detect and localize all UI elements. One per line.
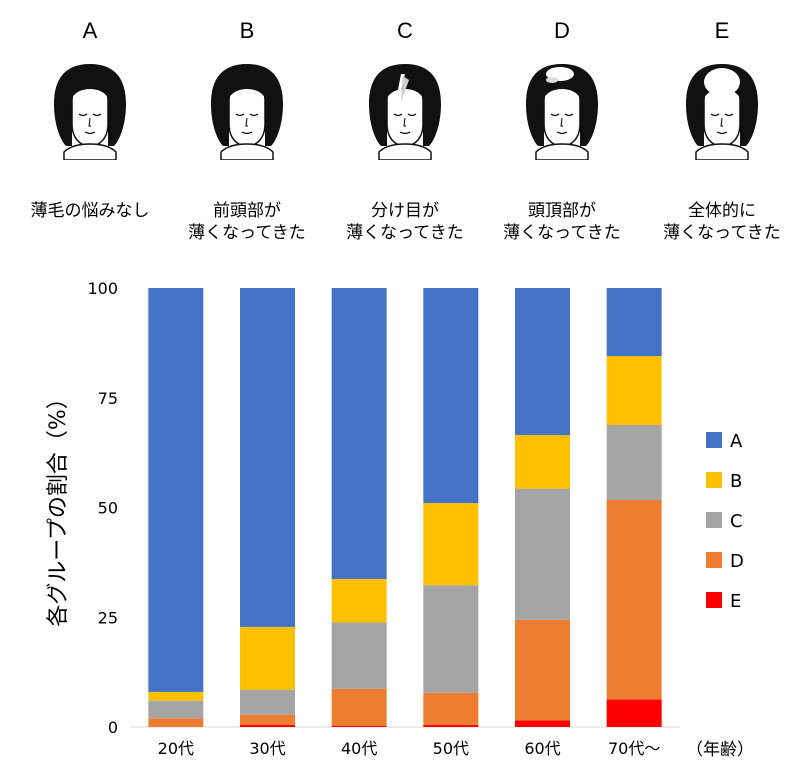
group-letter: D (554, 18, 570, 43)
bar-segment-d (240, 714, 295, 725)
group-caption: 全体的に 薄くなってきた (647, 200, 797, 244)
legend-label: E (730, 591, 741, 612)
caption-line: 薄毛の悩みなし (30, 201, 150, 221)
group-caption: 前頭部が 薄くなってきた (172, 200, 322, 244)
caption-line: 前頭部が (213, 201, 281, 221)
group-letter: A (82, 18, 98, 43)
x-tick-label: 60代 (524, 739, 560, 758)
bar-segment-a (606, 288, 662, 357)
caption-line: 全体的に (688, 201, 756, 221)
bar-segment-c (423, 585, 479, 693)
x-tick-label: 20代 (158, 739, 194, 758)
caption-line: 薄くなってきた (663, 223, 781, 243)
bar-segment-e (423, 724, 479, 727)
caption-line: 頭頂部が (528, 201, 596, 221)
legend-swatch-b (706, 472, 722, 488)
head-illustration-front (211, 64, 283, 160)
bar-segment-e (240, 724, 295, 727)
legend-label: D (730, 551, 744, 572)
bar-segment-b (148, 691, 204, 701)
bar-segment-b (423, 503, 479, 586)
bar-segment-b (515, 435, 570, 489)
bar-segment-b (240, 626, 295, 690)
bar-segment-b (331, 579, 387, 623)
group-caption: 薄毛の悩みなし (15, 200, 165, 222)
bar-segment-e (515, 720, 570, 727)
caption-line: 薄くなってきた (188, 223, 306, 243)
bar-segment-e (331, 725, 387, 727)
bar-segment-b (606, 356, 662, 425)
bar-segment-c (148, 700, 204, 719)
bar-segment-a (331, 288, 387, 580)
y-axis-label: 各グループの割合（%） (46, 387, 71, 627)
head-illustration-overall (686, 64, 758, 160)
bar-segment-d (606, 500, 662, 700)
legend-label: A (730, 431, 743, 452)
bar-segment-c (515, 488, 570, 620)
bar-segment-d (515, 619, 570, 721)
legend-swatch-c (706, 512, 722, 528)
bar-segment-c (331, 622, 387, 689)
head-illustration-crown (526, 64, 598, 160)
y-tick-label: 100 (87, 279, 118, 298)
x-tick-label: 40代 (341, 739, 377, 758)
group-letter: E (714, 18, 730, 43)
group-letter: C (397, 18, 413, 43)
bar-segment-a (148, 288, 204, 692)
caption-line: 薄くなってきた (503, 223, 621, 243)
bar-segment-a (423, 288, 479, 504)
y-tick-label: 50 (98, 499, 118, 518)
head-illustration-part (369, 64, 441, 160)
head-illustration-none (54, 64, 126, 160)
bar-segment-e (606, 699, 662, 727)
group-letter: B (239, 18, 255, 43)
caption-line: 分け目が (371, 201, 439, 221)
x-tick-label: 70代～ (608, 739, 660, 758)
legend-swatch-e (706, 592, 722, 608)
group-caption: 分け目が 薄くなってきた (330, 200, 480, 244)
caption-line: 薄くなってきた (346, 223, 464, 243)
legend-label: B (730, 471, 742, 492)
x-axis-unit-label: （年齢） (686, 740, 754, 760)
x-tick-label: 30代 (249, 739, 285, 758)
bar-segment-c (606, 424, 662, 501)
bar-segment-a (240, 288, 295, 627)
y-tick-label: 25 (98, 608, 118, 627)
legend-swatch-d (706, 552, 722, 568)
bar-segment-c (240, 689, 295, 715)
group-caption: 頭頂部が 薄くなってきた (487, 200, 637, 244)
bar-segment-a (515, 288, 570, 436)
bar-segment-d (423, 692, 479, 725)
legend-label: C (730, 511, 743, 532)
y-tick-label: 75 (98, 389, 118, 408)
bar-segment-d (148, 718, 204, 727)
bar-segment-d (331, 688, 387, 726)
x-tick-label: 50代 (433, 739, 469, 758)
y-tick-label: 0 (108, 718, 118, 737)
legend-swatch-a (706, 432, 722, 448)
